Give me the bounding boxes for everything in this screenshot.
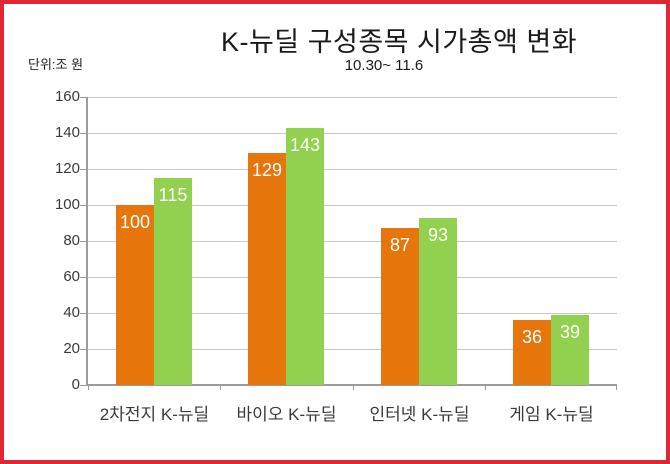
bar: 36 — [513, 320, 551, 385]
bar-value-label: 129 — [251, 160, 283, 180]
bar-value-label: 100 — [119, 212, 151, 232]
bar: 93 — [419, 218, 457, 385]
y-tick-label: 140 — [54, 124, 80, 141]
gridline — [88, 133, 617, 134]
gridline — [88, 277, 617, 278]
chart-title: K-뉴딜 구성종목 시가총액 변화 — [220, 27, 578, 57]
chart-subtitle: 10.30~ 11.6 — [344, 57, 424, 74]
category-label: 인터넷 K-뉴딜 — [369, 405, 470, 424]
y-tick-label: 160 — [54, 88, 80, 105]
bar: 100 — [116, 205, 154, 385]
y-axis-tick — [80, 349, 88, 350]
bar-value-label: 115 — [158, 185, 188, 205]
gridline — [88, 349, 617, 350]
unit-label: 단위:조 원 — [28, 57, 84, 72]
y-tick-label: 20 — [63, 340, 80, 357]
bar-value-label: 36 — [521, 327, 543, 347]
x-axis-tick — [485, 385, 486, 390]
x-axis-line — [88, 384, 617, 386]
y-tick-label: 0 — [71, 376, 80, 393]
y-axis-tick — [80, 277, 88, 278]
gridline — [88, 313, 617, 314]
y-tick-label: 60 — [63, 268, 80, 285]
y-axis-tick — [80, 97, 88, 98]
y-tick-label: 120 — [54, 160, 80, 177]
y-axis-tick — [80, 385, 88, 386]
y-axis-tick — [80, 169, 88, 170]
x-axis-tick — [616, 385, 617, 390]
y-tick-label: 80 — [63, 232, 80, 249]
x-axis-tick — [353, 385, 354, 390]
gridline — [88, 97, 617, 98]
plot-area: 100 115 129 143 87 93 36 39 — [80, 97, 617, 390]
bar-value-label: 87 — [389, 235, 411, 255]
bar: 87 — [381, 228, 419, 385]
gridline — [88, 241, 617, 242]
category-label: 바이오 K-뉴딜 — [236, 405, 337, 424]
y-tick-label: 100 — [54, 196, 80, 213]
gridline — [88, 205, 617, 206]
y-axis-tick — [80, 241, 88, 242]
bar: 39 — [551, 315, 589, 385]
category-label: 게임 K-뉴딜 — [509, 405, 594, 424]
category-label: 2차전지 K-뉴딜 — [99, 405, 210, 424]
bar-value-label: 143 — [289, 135, 321, 155]
bar-value-label: 93 — [427, 225, 449, 245]
bar: 115 — [154, 178, 192, 385]
y-axis-line — [86, 97, 88, 386]
y-axis-tick — [80, 205, 88, 206]
gridline — [88, 169, 617, 170]
bar: 129 — [248, 153, 286, 385]
y-axis-tick — [80, 313, 88, 314]
y-tick-label: 40 — [63, 304, 80, 321]
x-axis-labels: 2차전지 K-뉴딜 바이오 K-뉴딜 인터넷 K-뉴딜 게임 K-뉴딜 — [88, 385, 617, 431]
bar: 143 — [286, 128, 324, 385]
y-axis-labels: 0 20 40 60 80 100 120 140 160 — [4, 88, 80, 393]
y-axis-tick — [80, 133, 88, 134]
bar-value-label: 39 — [559, 322, 581, 342]
x-axis-tick — [220, 385, 221, 390]
x-axis-tick — [88, 385, 89, 390]
